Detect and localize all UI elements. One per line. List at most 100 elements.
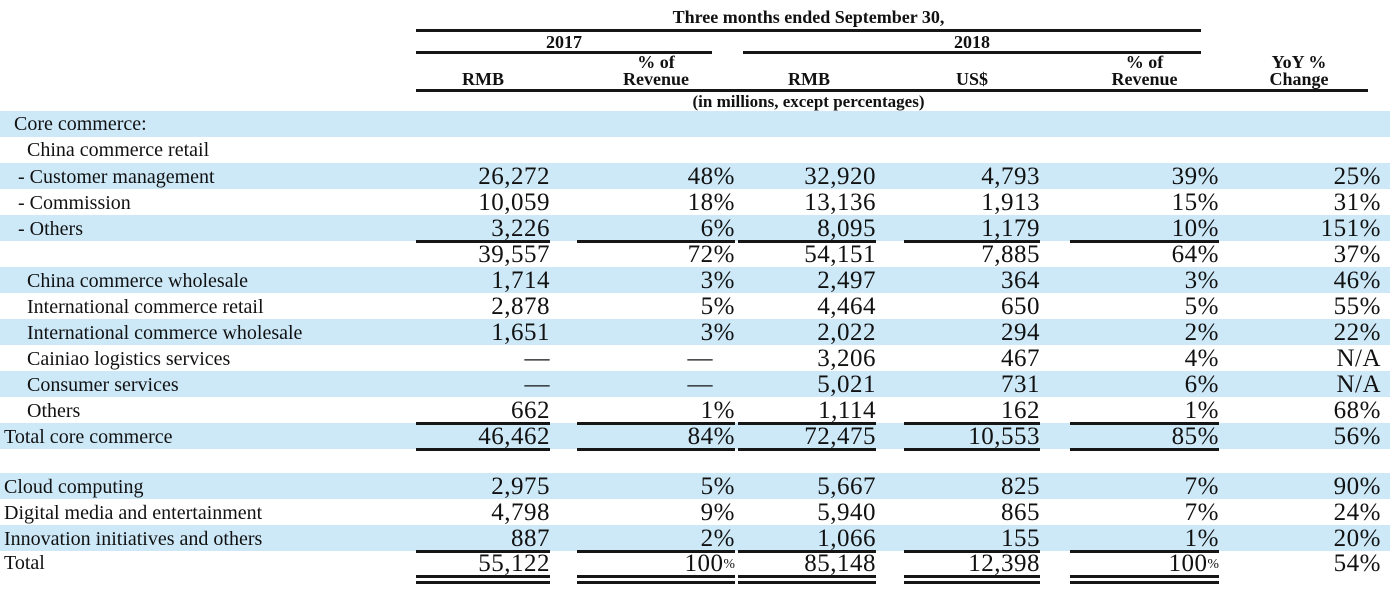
cell-2017-rmb: 26,272 [478,163,550,190]
cell-2018-pct: 5% [1184,293,1219,320]
cell-2018-pct: 85% [1040,422,1219,451]
cell-2018-rmb [735,137,876,163]
row-label: - Commission [18,191,131,214]
cell-2017-pct: 72% [550,240,735,269]
cell-yoy: 151% [1320,215,1381,242]
cell-2018-usd: 12,398 [876,550,1040,585]
cell-yoy: 55% [1333,293,1381,320]
cell-2017-rmb: 46,462 [413,422,550,451]
cell-2018-pct: 100% [1040,550,1219,585]
cell-2018-usd: 1,179 [981,215,1040,242]
cell-2017-rmb: 887 [511,525,550,552]
cell-2017-pct [550,111,735,137]
column-header-label: RMB [462,69,504,89]
cell-yoy: 25% [1333,163,1381,190]
table-row-consumer-services: Consumer services — — 5,021 731 6% N/A [0,371,1390,398]
table-row-cloud-computing: Cloud computing 2,975 5% 5,667 825 7% 90… [0,473,1390,500]
row-label: International commerce retail [27,295,264,318]
cell-2018-usd: 731 [1001,371,1040,398]
cell-2018-pct: 39% [1171,163,1219,190]
row-label: Total core commerce [4,425,173,448]
cell-2018-usd: 467 [1001,345,1040,372]
cell-yoy: 24% [1333,499,1381,526]
cell-2017-pct: 48% [687,163,735,190]
cell-2017-rmb: 1,714 [491,267,550,294]
cell-yoy: 54% [1333,550,1381,577]
table-row-total: Total 55,122 100% 85,148 12,398 100% 54% [0,550,1390,585]
period-2018-header: 2018 [954,32,990,52]
cell-yoy [1219,111,1390,137]
cell-2018-pct: 4% [1184,345,1219,372]
column-header-yoy-change: YoY % Change [1219,53,1379,89]
column-header-2017-rmb: RMB [416,54,550,88]
row-label: Cloud computing [4,475,144,498]
cell-2017-rmb: 55,122 [413,550,550,585]
period-2017-header: 2017 [546,32,582,52]
table-row-digital-media-entertainment: Digital media and entertainment 4,798 9%… [0,499,1390,526]
cell-2018-rmb: 72,475 [735,422,876,451]
cell-yoy: 37% [1333,241,1381,268]
table-row-international-commerce-retail: International commerce retail 2,878 5% 4… [0,293,1390,320]
column-header-label: US$ [955,69,988,89]
column-header-label: RMB [788,69,830,89]
cell-2017-pct: 3% [700,319,735,346]
column-header-2018-rmb: RMB [740,54,878,88]
cell-2018-pct [1040,111,1219,137]
row-label: Innovation initiatives and others [4,527,263,550]
cell-2017-pct: 84% [550,422,735,451]
table-row-cainiao-logistics: Cainiao logistics services — — 3,206 467… [0,345,1390,372]
row-label: China commerce retail [27,138,210,161]
table-row-commission: - Commission 10,059 18% 13,136 1,913 15%… [0,189,1390,216]
cell-2017-pct [550,137,735,163]
table-units-note: (in millions, except percentages) [692,92,925,111]
cell-2018-rmb: 5,021 [817,371,876,398]
cell-2017-rmb: — [524,371,550,398]
cell-2017-rmb: 2,975 [491,473,550,500]
cell-yoy [1219,137,1390,163]
cell-2018-rmb: 5,667 [817,473,876,500]
cell-2017-pct: 2% [700,525,735,552]
table-body: Core commerce: China commerce retail - C… [0,111,1390,585]
cell-2018-usd [876,137,1040,163]
cell-2018-usd: 7,885 [876,240,1040,269]
cell-2018-usd: 294 [1001,319,1040,346]
cell-yoy: N/A [1336,371,1381,398]
cell-2018-pct: 6% [1184,371,1219,398]
cell-2017-rmb: 10,059 [478,189,550,216]
row-label: China commerce wholesale [27,269,249,292]
cell-2018-usd: 364 [1001,267,1040,294]
column-header-label: % of [637,52,675,72]
column-header-label: Change [1269,69,1329,89]
cell-2017-rmb: 4,798 [491,499,550,526]
header-rule-2017 [416,51,712,54]
table-row-customer-management: - Customer management 26,272 48% 32,920 … [0,163,1390,190]
cell-2017-rmb: — [524,345,550,372]
cell-2017-pct: 9% [700,499,735,526]
cell-2018-rmb: 13,136 [804,189,876,216]
row-label: Digital media and entertainment [4,501,263,524]
cell-2018-pct: 3% [1184,267,1219,294]
table-row-others-core: Others 662 1% 1,114 162 1% 68% [0,397,1390,424]
cell-yoy: N/A [1336,345,1381,372]
cell-2018-usd: 1,913 [981,189,1040,216]
cell-2017-rmb: 3,226 [491,215,550,242]
cell-yoy: 90% [1333,473,1381,500]
cell-2018-pct [1040,137,1219,163]
row-label: - Customer management [18,165,215,188]
table-row-total-core-commerce: Total core commerce 46,462 84% 72,475 10… [0,422,1390,451]
cell-2017-pct: 6% [700,215,735,242]
table-row-others-retail: - Others 3,226 6% 8,095 1,179 10% 151% [0,215,1390,242]
column-header-label: Revenue [1111,69,1178,89]
cell-yoy: 20% [1333,525,1381,552]
cell-2018-pct: 2% [1184,319,1219,346]
cell-2017-rmb: 1,651 [491,319,550,346]
cell-2017-pct: 3% [700,267,735,294]
cell-2018-usd: 10,553 [876,422,1040,451]
row-label: Total [4,552,45,574]
cell-yoy: 22% [1333,319,1381,346]
cell-2018-rmb: 4,464 [817,293,876,320]
table-row-core-commerce: Core commerce: [0,111,1390,137]
table-title: Three months ended September 30, [672,7,945,27]
cell-2018-pct: 1% [1184,397,1219,424]
cell-2018-usd: 865 [1001,499,1040,526]
